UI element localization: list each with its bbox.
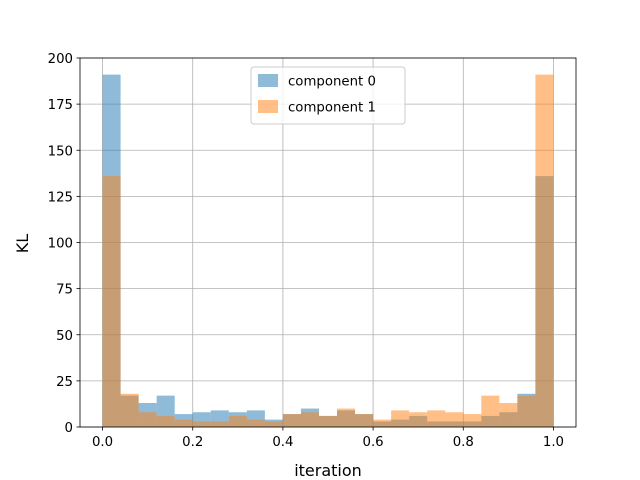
- bar-component-1: [210, 421, 229, 427]
- y-tick-label: 200: [48, 52, 73, 67]
- legend-swatch-component-0: [258, 74, 278, 87]
- x-tick-label: 0.6: [363, 435, 384, 450]
- y-tick-label: 50: [56, 329, 73, 344]
- bar-component-1: [427, 410, 446, 427]
- bar-component-1: [463, 414, 482, 427]
- y-tick-label: 125: [48, 190, 73, 205]
- bar-component-1: [120, 393, 139, 427]
- x-axis-label: iteration: [294, 461, 362, 480]
- bar-component-1: [282, 414, 301, 427]
- y-axis-ticks: 0 25 50 75 100 125 150 175 200: [48, 52, 80, 436]
- legend: component 0 component 1: [250, 66, 406, 125]
- y-tick-label: 150: [48, 144, 73, 159]
- y-tick-label: 100: [48, 237, 73, 252]
- y-tick-label: 75: [56, 283, 73, 298]
- y-tick-label: 0: [65, 421, 73, 436]
- bar-component-1: [499, 403, 518, 427]
- bar-component-1: [535, 74, 554, 427]
- bar-component-1: [391, 410, 410, 427]
- x-tick-label: 0.2: [182, 435, 203, 450]
- x-tick-label: 0.4: [272, 435, 293, 450]
- x-tick-label: 0.8: [453, 435, 474, 450]
- bar-component-1: [174, 419, 193, 427]
- bar-component-1: [264, 421, 283, 427]
- bar-component-1: [355, 414, 374, 427]
- y-tick-label: 175: [48, 98, 73, 113]
- x-tick-label: 0.0: [92, 435, 113, 450]
- bar-component-1: [102, 176, 121, 427]
- bar-component-1: [300, 412, 319, 427]
- bar-component-1: [192, 421, 211, 427]
- bar-component-1: [409, 412, 428, 427]
- x-tick-label: 1.0: [543, 435, 564, 450]
- legend-swatch-component-1: [258, 100, 278, 113]
- bar-component-1: [246, 419, 265, 427]
- histogram-bars: [102, 74, 554, 427]
- bar-component-1: [318, 415, 338, 427]
- y-tick-label: 25: [56, 375, 73, 390]
- bar-component-1: [337, 408, 356, 427]
- bar-component-1: [445, 412, 464, 427]
- bar-component-1: [228, 415, 247, 427]
- bar-component-1: [481, 395, 500, 427]
- legend-frame: [250, 66, 406, 125]
- bar-component-1: [138, 412, 157, 427]
- bar-component-1: [517, 395, 536, 427]
- y-axis-label: KL: [13, 234, 32, 253]
- bar-component-1: [373, 419, 392, 427]
- legend-label-component-1: component 1: [288, 101, 376, 116]
- x-axis-ticks: 0.0 0.2 0.4 0.6 0.8 1.0: [92, 427, 564, 450]
- bar-component-1: [156, 415, 175, 427]
- legend-label-component-0: component 0: [288, 75, 376, 90]
